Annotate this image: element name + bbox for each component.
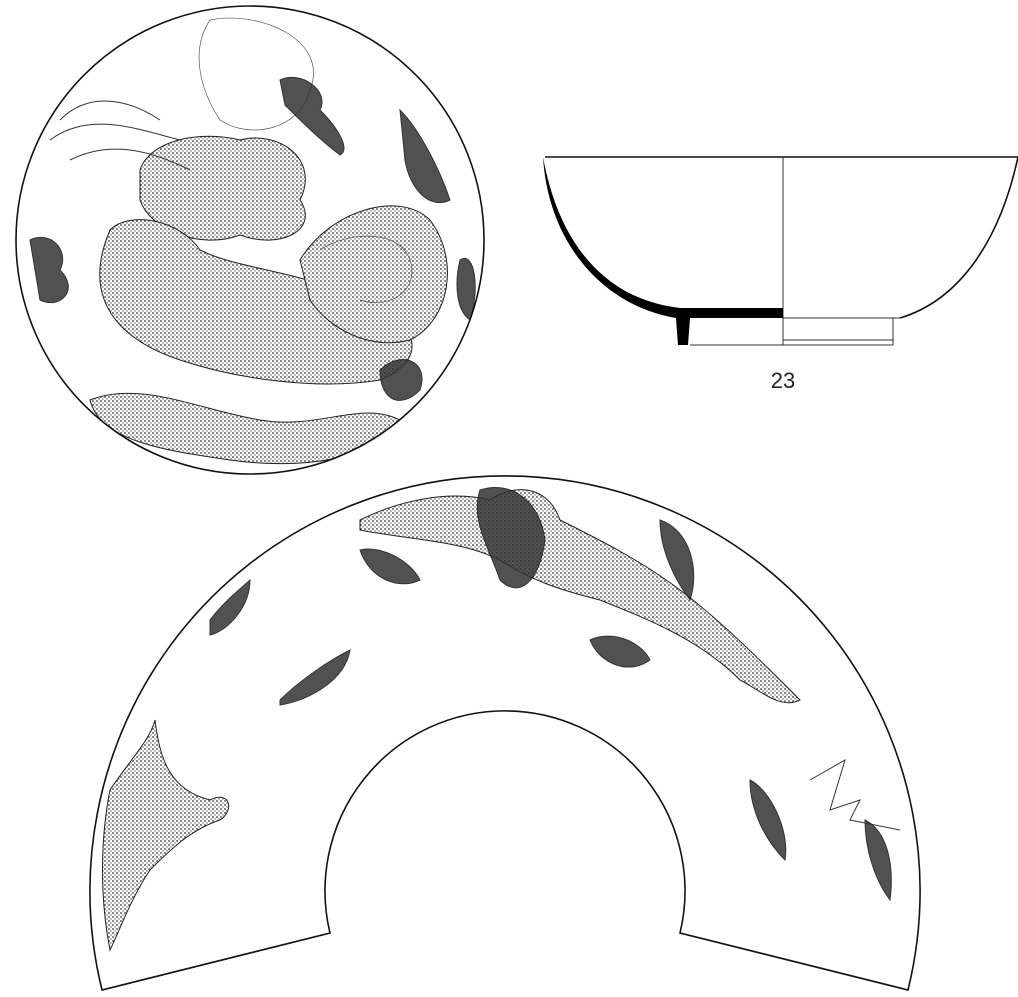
interior-view <box>15 5 485 475</box>
exterior-development <box>89 475 921 991</box>
figure-label: 23 <box>771 368 795 393</box>
bowl-profile: 23 <box>543 156 1018 393</box>
